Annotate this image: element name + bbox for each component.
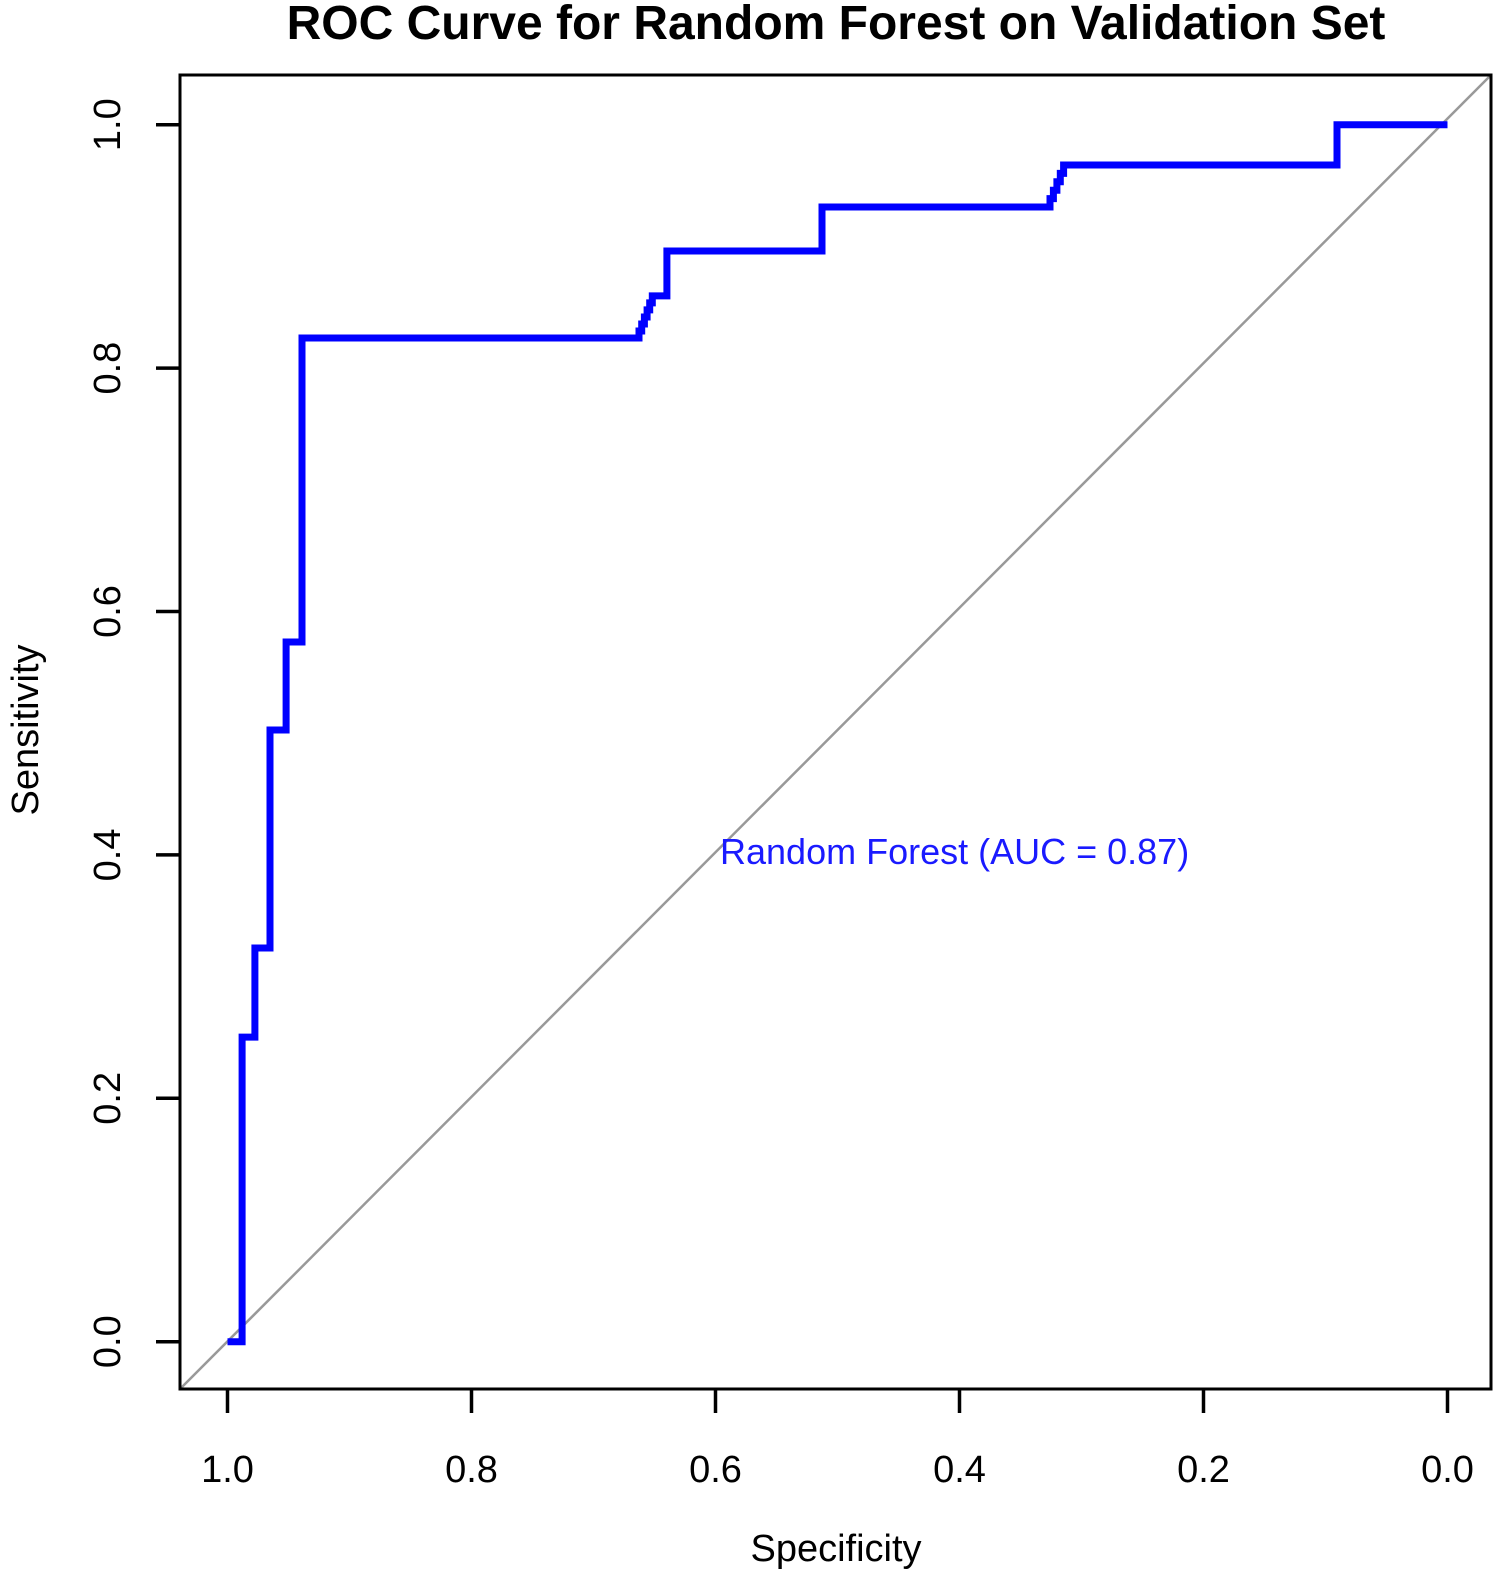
y-axis-tick-label: 0.0 [87,1315,129,1368]
diagonal-reference-line [179,74,1492,1390]
y-axis-tick-label: 1.0 [87,98,129,151]
y-axis-tick-label: 0.4 [87,828,129,881]
x-axis-tick-label: 0.0 [1421,1449,1474,1491]
x-axis-tick-label: 0.4 [933,1449,986,1491]
y-axis-label: Sensitivity [5,644,47,816]
x-axis-tick-label: 0.8 [445,1449,498,1491]
x-axis-tick-label: 0.6 [689,1449,742,1491]
plot-box [178,73,1493,1391]
y-axis-tick-label: 0.8 [87,342,129,395]
y-axis-tick-label: 0.6 [87,585,129,638]
x-axis-tick-label: 0.2 [1177,1449,1230,1491]
y-axis-tick-label: 0.2 [87,1072,129,1125]
x-axis-tick-label: 1.0 [201,1449,254,1491]
x-axis-label: Specificity [750,1528,922,1570]
roc-curve-path [227,121,1448,1346]
chart-title: ROC Curve for Random Forest on Validatio… [286,0,1386,50]
roc-auc-annotation: Random Forest (AUC = 0.87) [720,831,1190,873]
